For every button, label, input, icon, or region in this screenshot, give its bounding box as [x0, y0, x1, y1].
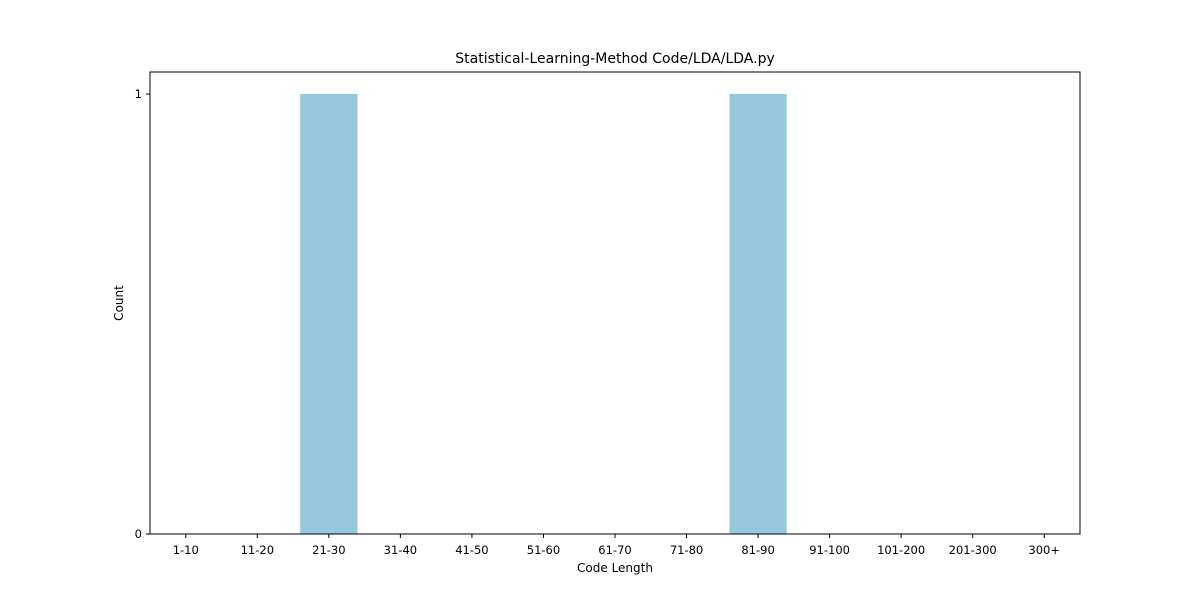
- x-tick-label: 11-20: [241, 543, 274, 557]
- x-tick-label: 91-100: [809, 543, 850, 557]
- x-tick-label: 21-30: [312, 543, 345, 557]
- x-tick-label: 41-50: [455, 543, 488, 557]
- y-axis-label: Count: [112, 285, 126, 321]
- y-tick-label: 0: [135, 527, 142, 541]
- x-axis-label: Code Length: [577, 561, 653, 575]
- bar-81-90: [729, 94, 787, 534]
- x-axis-ticks: 1-10 11-20 21-30 31-40 41-50 51-60 61-70 71-80 8…: [173, 534, 1060, 557]
- bar-21-30: [300, 94, 358, 534]
- x-tick-label: 201-300: [949, 543, 997, 557]
- x-tick-label: 51-60: [527, 543, 560, 557]
- x-tick-label: 81-90: [741, 543, 774, 557]
- y-axis-ticks: 01: [135, 87, 150, 541]
- x-tick-label: 1-10: [173, 543, 199, 557]
- x-tick-label: 300+: [1028, 543, 1060, 557]
- x-tick-label: 61-70: [598, 543, 631, 557]
- x-tick-label: 101-200: [877, 543, 925, 557]
- plot-frame: [149, 71, 1081, 535]
- x-tick-label: 31-40: [384, 543, 417, 557]
- chart-title: Statistical-Learning-Method Code/LDA/LDA…: [455, 51, 774, 67]
- bars-group: [300, 94, 787, 534]
- y-tick-label: 1: [135, 87, 142, 101]
- x-tick-label: 71-80: [670, 543, 703, 557]
